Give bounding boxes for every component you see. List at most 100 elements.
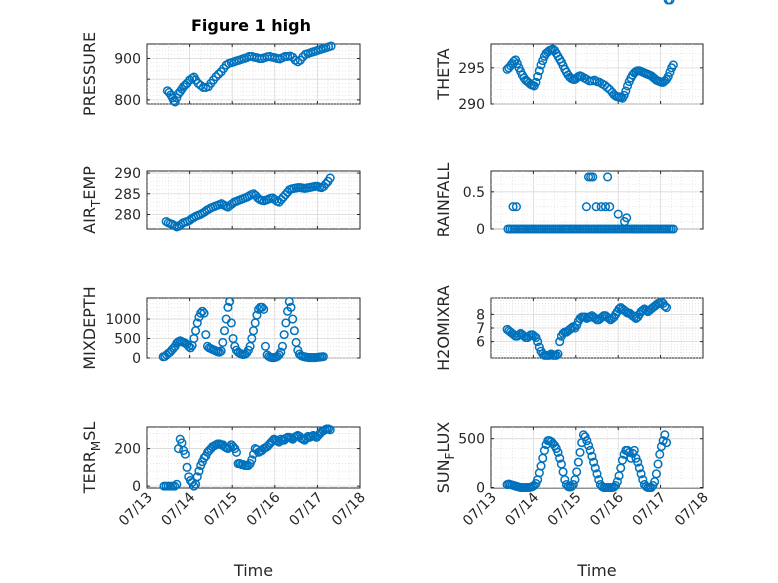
data-point	[197, 306, 207, 316]
data-point	[531, 332, 541, 343]
data-point	[655, 298, 665, 309]
data-point	[572, 467, 582, 477]
data-point	[633, 457, 643, 467]
data-point	[185, 343, 196, 353]
data-point	[226, 318, 236, 328]
data-point	[223, 302, 233, 312]
data-point	[182, 462, 192, 472]
data-point	[288, 314, 298, 324]
data-point	[216, 346, 226, 356]
data-point	[321, 179, 331, 189]
data-point	[661, 438, 672, 448]
x-tick-label: 07/16	[587, 489, 627, 529]
data-point	[651, 469, 661, 479]
data-point	[533, 71, 543, 82]
data-point	[252, 310, 262, 320]
data-point	[257, 302, 267, 312]
data-point	[318, 352, 328, 362]
data-point	[575, 447, 585, 457]
data-point	[660, 301, 670, 311]
data-point	[511, 202, 521, 212]
data-point	[531, 77, 541, 87]
x-tick-label: 07/17	[630, 490, 670, 530]
data-point	[172, 479, 182, 489]
y-tick-label: 1000	[105, 312, 141, 328]
data-point	[512, 58, 522, 69]
y-axis-label: AIRTEMP	[80, 166, 103, 234]
figure-title: Figure 1 high	[191, 16, 311, 35]
y-tick-label: 500	[458, 432, 485, 448]
data-point	[225, 296, 235, 307]
data-point	[638, 305, 648, 315]
y-tick-label: 0.5	[463, 185, 485, 201]
data-point	[634, 463, 644, 473]
data-point	[231, 447, 242, 457]
data-point	[551, 350, 561, 360]
data-point	[605, 202, 615, 212]
data-point	[538, 56, 548, 66]
data-point	[665, 0, 675, 5]
y-tick-label: 0	[476, 481, 485, 497]
data-point	[553, 349, 563, 359]
data-point	[629, 312, 639, 322]
data-point	[279, 330, 289, 340]
data-point	[581, 202, 591, 212]
data-point	[613, 209, 623, 219]
data-point	[567, 323, 577, 333]
data-point	[661, 302, 672, 313]
data-point	[180, 449, 190, 459]
data-point	[555, 337, 565, 347]
y-tick-label: 295	[458, 61, 485, 77]
series-markers	[502, 0, 675, 493]
y-tick-label: 280	[114, 208, 141, 224]
data-point	[573, 457, 583, 467]
x-tick-label: 07/14	[159, 489, 199, 529]
series-markers	[162, 41, 336, 107]
data-point	[590, 463, 600, 473]
data-point	[617, 455, 627, 465]
x-tick-label: 07/14	[502, 489, 542, 529]
data-point	[621, 86, 631, 96]
data-point	[619, 90, 629, 100]
axes-pressure: 800 900 PRESSURE	[80, 32, 361, 116]
data-point	[218, 337, 228, 347]
series-markers	[161, 173, 335, 232]
y-axis-label: SUNFLUX	[434, 422, 457, 494]
data-point	[225, 442, 235, 452]
data-point	[663, 71, 673, 82]
series-markers	[502, 297, 672, 360]
data-point	[589, 457, 599, 467]
data-point	[259, 304, 269, 314]
data-point	[665, 67, 675, 77]
data-point	[591, 202, 601, 212]
y-tick-label: 8	[476, 307, 485, 323]
y-axis-label: PRESSURE	[80, 32, 99, 116]
data-point	[286, 302, 296, 312]
plot-area	[146, 170, 361, 230]
data-point	[603, 172, 613, 182]
series-markers	[503, 172, 678, 234]
x-tick-label: 07/17	[286, 490, 326, 530]
data-point	[198, 82, 208, 92]
data-point	[600, 202, 611, 212]
axes-h2omixra: 678 H2OMIXRA	[434, 285, 704, 371]
data-point	[622, 81, 633, 91]
data-point	[289, 326, 299, 336]
x-tick-label: 07/13	[116, 490, 156, 530]
data-point	[568, 480, 578, 490]
data-point	[184, 341, 194, 351]
data-point	[170, 481, 180, 491]
data-point	[214, 347, 224, 357]
y-axis-label: H2OMIXRA	[434, 285, 453, 371]
data-point	[622, 213, 632, 223]
data-point	[592, 469, 602, 479]
data-point	[539, 445, 549, 455]
x-tick-label: 07/15	[545, 490, 585, 530]
data-point	[544, 350, 555, 360]
data-point	[281, 318, 291, 328]
data-point	[201, 330, 211, 340]
y-tick-label: 0	[132, 351, 141, 367]
data-point	[326, 41, 336, 51]
data-point	[276, 347, 286, 357]
